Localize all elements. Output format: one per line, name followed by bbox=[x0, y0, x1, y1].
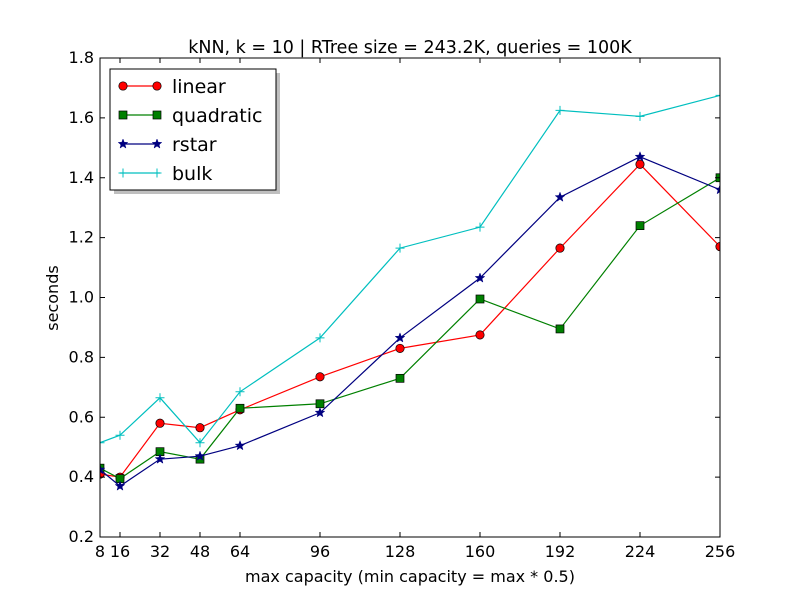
data-point-quadratic bbox=[555, 324, 565, 334]
data-point-linear bbox=[555, 243, 565, 253]
y-tick-label: 1.2 bbox=[69, 228, 94, 247]
y-tick-label: 0.6 bbox=[69, 407, 94, 426]
legend: linear quadratic rstar bulk bbox=[109, 68, 280, 194]
series-group bbox=[100, 90, 720, 491]
data-point-linear bbox=[475, 330, 485, 340]
chart-title: kNN, k = 10 | RTree size = 243.2K, queri… bbox=[188, 38, 632, 58]
data-point-rstar bbox=[154, 453, 166, 464]
legend-box bbox=[109, 68, 277, 191]
data-point-rstar bbox=[234, 439, 246, 451]
data-point-quadratic bbox=[315, 399, 325, 409]
x-tick-label: 192 bbox=[545, 542, 576, 561]
y-tick-label: 1.8 bbox=[69, 48, 94, 67]
legend-marker bbox=[152, 110, 162, 120]
data-point-rstar bbox=[394, 332, 406, 343]
data-point-rstar bbox=[634, 151, 646, 162]
data-point-quadratic bbox=[475, 294, 485, 304]
data-point-bulk bbox=[100, 438, 105, 448]
legend-marker bbox=[117, 138, 129, 149]
y-tick-label: 1.4 bbox=[69, 168, 94, 187]
legend-marker bbox=[152, 81, 162, 91]
legend-item-bulk: bulk bbox=[118, 163, 212, 185]
data-point-quadratic bbox=[395, 373, 405, 383]
y-tick-label: 1.0 bbox=[69, 288, 94, 307]
legend-item-rstar: rstar bbox=[117, 134, 217, 156]
y-tick-label: 1.6 bbox=[69, 108, 94, 127]
data-point-rstar bbox=[100, 463, 106, 475]
data-point-bulk bbox=[155, 393, 165, 403]
y-axis: 0.2 0.4 0.6 0.8 1.0 1.2 1.4 1.6 1.8 bbox=[69, 48, 720, 546]
data-point-linear bbox=[315, 372, 325, 382]
legend-label: quadratic bbox=[172, 105, 262, 127]
series-rstar bbox=[100, 151, 720, 491]
data-point-bulk bbox=[715, 90, 720, 100]
data-point-quadratic bbox=[635, 221, 645, 230]
data-point-bulk bbox=[635, 111, 645, 121]
data-point-linear bbox=[155, 418, 165, 428]
x-tick-label: 64 bbox=[230, 542, 250, 561]
legend-label: bulk bbox=[172, 163, 212, 185]
x-tick-label: 160 bbox=[465, 542, 496, 561]
x-tick-label: 96 bbox=[310, 542, 330, 561]
x-axis-title: max capacity (min capacity = max * 0.5) bbox=[245, 567, 575, 586]
legend-marker bbox=[152, 168, 162, 178]
x-tick-label: 8 bbox=[95, 542, 105, 561]
y-tick-label: 0.8 bbox=[69, 347, 94, 366]
legend-marker bbox=[118, 110, 128, 120]
data-point-bulk bbox=[555, 105, 565, 115]
y-tick-label: 0.4 bbox=[69, 467, 94, 486]
x-tick-label: 128 bbox=[385, 542, 416, 561]
legend-marker bbox=[151, 138, 163, 149]
data-point-rstar bbox=[554, 191, 566, 202]
series-bulk bbox=[100, 90, 720, 448]
plot-area: 8 16 32 48 64 96 128 160 192 224 256 0.2 0.4 0.6 0.8 1.… bbox=[69, 48, 736, 561]
data-point-bulk bbox=[235, 387, 245, 397]
legend-label: rstar bbox=[172, 134, 217, 156]
data-point-linear bbox=[635, 159, 645, 169]
x-tick-label: 48 bbox=[190, 542, 210, 561]
y-axis-title: seconds bbox=[43, 265, 62, 330]
legend-marker bbox=[118, 81, 128, 91]
data-point-rstar bbox=[114, 480, 126, 491]
data-point-bulk bbox=[315, 333, 325, 343]
data-point-linear bbox=[195, 423, 205, 433]
legend-label: linear bbox=[172, 76, 226, 98]
data-point-bulk bbox=[395, 243, 405, 253]
x-tick-label: 32 bbox=[150, 542, 170, 561]
data-point-rstar bbox=[474, 272, 486, 283]
y-tick-label: 0.2 bbox=[69, 527, 94, 546]
data-point-bulk bbox=[195, 438, 205, 448]
data-point-bulk bbox=[475, 222, 485, 232]
legend-item-linear: linear bbox=[118, 76, 226, 98]
data-point-rstar bbox=[314, 407, 326, 418]
x-tick-label: 16 bbox=[110, 542, 130, 561]
x-tick-label: 224 bbox=[625, 542, 656, 561]
legend-marker bbox=[118, 168, 128, 178]
x-tick-label: 256 bbox=[705, 542, 736, 561]
data-point-rstar bbox=[194, 450, 206, 461]
data-point-quadratic bbox=[235, 403, 245, 413]
data-point-rstar bbox=[714, 184, 720, 195]
x-axis: 8 16 32 48 64 96 128 160 192 224 256 bbox=[95, 58, 735, 561]
data-point-linear bbox=[395, 343, 405, 353]
data-point-bulk bbox=[115, 430, 125, 440]
series-linear bbox=[100, 159, 720, 482]
legend-item-quadratic: quadratic bbox=[118, 105, 262, 127]
